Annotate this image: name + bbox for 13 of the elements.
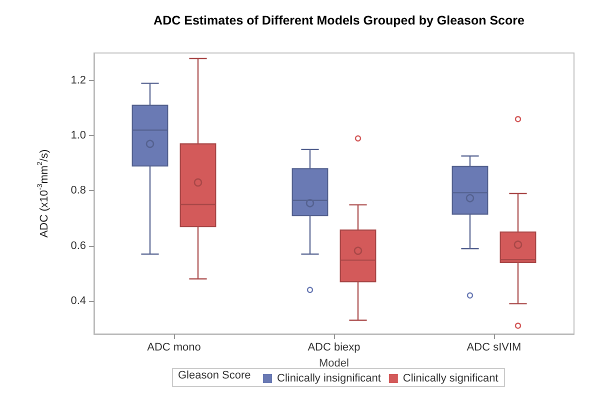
y-tick-label: 0.4 bbox=[70, 294, 86, 307]
y-tick-label: 1.0 bbox=[70, 130, 86, 142]
x-tick-label: ADC mono bbox=[147, 342, 201, 354]
legend-title: Gleason Score bbox=[178, 370, 251, 382]
y-tick-label: 0.6 bbox=[70, 240, 86, 252]
x-tick-label: ADC biexp bbox=[308, 342, 360, 354]
y-tick-label: 0.8 bbox=[70, 184, 86, 197]
legend-label: Clinically insignificant bbox=[277, 372, 381, 384]
x-tick-label: ADC sIVIM bbox=[466, 342, 522, 354]
legend-label: Clinically significant bbox=[402, 372, 498, 384]
x-axis-title: Model bbox=[319, 357, 349, 370]
y-tick-label: 1.2 bbox=[70, 74, 86, 87]
chart-title: ADC Estimates of Different Models Grouped by Gleason Score bbox=[154, 14, 524, 28]
